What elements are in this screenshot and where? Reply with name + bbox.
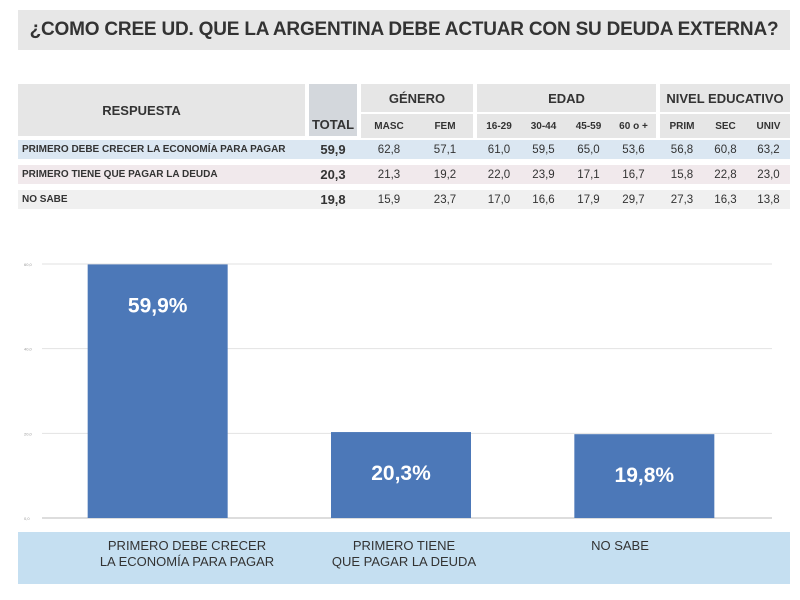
bar-value-label: 19,8% xyxy=(615,464,675,487)
cell-masc: 15,9 xyxy=(377,193,401,206)
bar xyxy=(574,434,715,518)
col-header-prim: PRIM xyxy=(660,114,704,138)
cell-masc: 62,8 xyxy=(377,143,401,156)
category-label: NO SABE xyxy=(591,538,649,553)
row-total: 19,8 xyxy=(320,192,346,207)
cell-prim: 15,8 xyxy=(670,168,694,181)
cell-fem: 23,7 xyxy=(433,193,457,206)
cell-fem: 19,2 xyxy=(433,168,457,181)
col-header-16-29: 16-29 xyxy=(477,114,521,138)
row-label: NO SABE xyxy=(22,194,68,205)
cell-30-44: 16,6 xyxy=(532,193,555,206)
respuesta-header: RESPUESTA xyxy=(18,84,305,136)
y-tick-label: 0,0 xyxy=(24,516,30,521)
bar-chart: 0,0 20,0 40,0 60,0 59,9% 20,3% 19,8% xyxy=(20,250,790,535)
col-header-sec: SEC xyxy=(704,114,747,138)
cell-30-44: 23,9 xyxy=(532,168,555,181)
cell-sec: 16,3 xyxy=(714,193,737,206)
cell-16-29: 61,0 xyxy=(487,143,511,156)
y-tick-label: 60,0 xyxy=(24,262,33,267)
y-tick-label: 20,0 xyxy=(24,431,33,436)
table-row: PRIMERO TIENE QUE PAGAR LA DEUDA 20,3 21… xyxy=(18,165,790,184)
group-header-nivel-educativo: NIVEL EDUCATIVO xyxy=(660,84,790,112)
y-tick-label: 40,0 xyxy=(24,347,33,352)
cell-sec: 60,8 xyxy=(714,143,737,156)
cell-fem: 57,1 xyxy=(433,143,457,156)
bar xyxy=(87,264,228,518)
category-label: PRIMERO TIENE QUE PAGAR LA DEUDA xyxy=(331,538,477,569)
bar-value-label: 20,3% xyxy=(371,462,431,485)
row-label: PRIMERO DEBE CRECER LA ECONOMÍA PARA PAG… xyxy=(22,144,286,155)
cell-masc: 21,3 xyxy=(377,168,401,181)
total-header: TOTAL xyxy=(309,84,357,136)
row-total: 59,9 xyxy=(320,142,346,157)
cell-prim: 27,3 xyxy=(670,193,694,206)
col-header-60-mas: 60 o + xyxy=(611,114,656,138)
cell-60-mas: 29,7 xyxy=(622,193,645,206)
cell-univ: 13,8 xyxy=(757,193,780,206)
cell-45-59: 17,9 xyxy=(577,193,600,206)
col-header-45-59: 45-59 xyxy=(566,114,611,138)
cell-45-59: 17,1 xyxy=(577,168,600,181)
col-header-30-44: 30-44 xyxy=(521,114,566,138)
row-total: 20,3 xyxy=(320,167,346,182)
bar-chart-svg: 0,0 20,0 40,0 60,0 59,9% 20,3% 19,8% xyxy=(24,262,772,521)
bar-value-label: 59,9% xyxy=(128,294,188,317)
col-header-univ: UNIV xyxy=(747,114,790,138)
col-header-fem: FEM xyxy=(417,114,473,138)
cell-16-29: 22,0 xyxy=(487,168,511,181)
table-row: NO SABE 19,8 15,9 23,7 17,0 16,6 17,9 29… xyxy=(18,190,790,209)
category-label: PRIMERO DEBE CRECER LA ECONOMÍA PARA PAG… xyxy=(99,538,275,569)
row-label: PRIMERO TIENE QUE PAGAR LA DEUDA xyxy=(22,169,218,180)
col-header-masc: MASC xyxy=(361,114,417,138)
cell-30-44: 59,5 xyxy=(532,143,555,156)
category-label-band: PRIMERO DEBE CRECER LA ECONOMÍA PARA PAG… xyxy=(18,532,790,584)
cell-univ: 63,2 xyxy=(757,143,780,156)
bar xyxy=(331,432,471,518)
group-header-genero: GÉNERO xyxy=(361,84,473,112)
table-row: PRIMERO DEBE CRECER LA ECONOMÍA PARA PAG… xyxy=(18,140,790,159)
chart-title: ¿COMO CREE UD. QUE LA ARGENTINA DEBE ACT… xyxy=(18,10,790,50)
cell-45-59: 65,0 xyxy=(577,143,600,156)
cell-prim: 56,8 xyxy=(670,143,694,156)
cell-sec: 22,8 xyxy=(714,168,737,181)
cell-60-mas: 53,6 xyxy=(622,143,645,156)
cell-60-mas: 16,7 xyxy=(622,168,645,181)
cell-16-29: 17,0 xyxy=(487,193,511,206)
cell-univ: 23,0 xyxy=(757,168,780,181)
group-header-edad: EDAD xyxy=(477,84,656,112)
